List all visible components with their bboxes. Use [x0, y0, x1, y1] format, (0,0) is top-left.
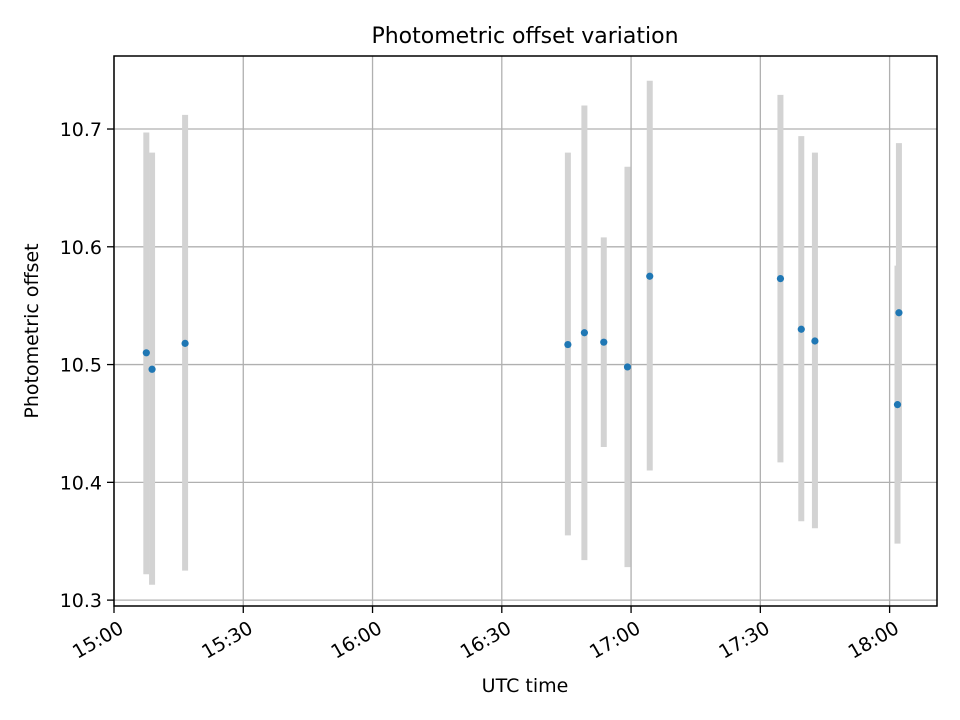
x-tick-label: 17:00: [586, 617, 644, 663]
x-tick-label: 16:00: [327, 617, 385, 663]
data-point: [797, 325, 805, 333]
data-point: [623, 363, 632, 371]
x-axis-label: UTC time: [482, 675, 569, 697]
y-tick-label: 10.3: [60, 590, 102, 612]
data-point: [893, 401, 902, 409]
data-point: [148, 365, 156, 373]
y-tick-label: 10.5: [60, 355, 102, 377]
x-tick-label: 16:30: [457, 617, 515, 663]
chart-title: Photometric offset variation: [371, 24, 678, 49]
x-axis-ticks: 15:00 15:30 16:00 16:30 17:00 17:30 18:00: [69, 606, 903, 663]
plot-frame: [113, 55, 938, 607]
data-point: [776, 274, 785, 283]
data-point: [600, 338, 608, 346]
x-tick-label: 18:00: [844, 617, 902, 663]
data-point: [811, 337, 819, 345]
y-tick-label: 10.6: [60, 237, 102, 259]
error-bars: [143, 80, 902, 585]
y-axis-ticks: 10.3 10.4 10.5 10.6 10.7: [60, 119, 114, 612]
data-point: [181, 339, 189, 347]
x-tick-label: 17:30: [715, 617, 773, 663]
data-point: [895, 309, 903, 317]
data-point: [564, 340, 572, 349]
data-point: [142, 349, 150, 357]
y-tick-label: 10.7: [60, 119, 102, 141]
x-tick-label: 15:00: [69, 617, 127, 663]
x-tick-label: 15:30: [198, 617, 256, 663]
data-point: [646, 272, 654, 280]
y-axis-label: Photometric offset: [21, 243, 43, 418]
y-tick-label: 10.4: [60, 472, 102, 494]
data-point: [580, 329, 588, 337]
data-points: [142, 272, 903, 409]
